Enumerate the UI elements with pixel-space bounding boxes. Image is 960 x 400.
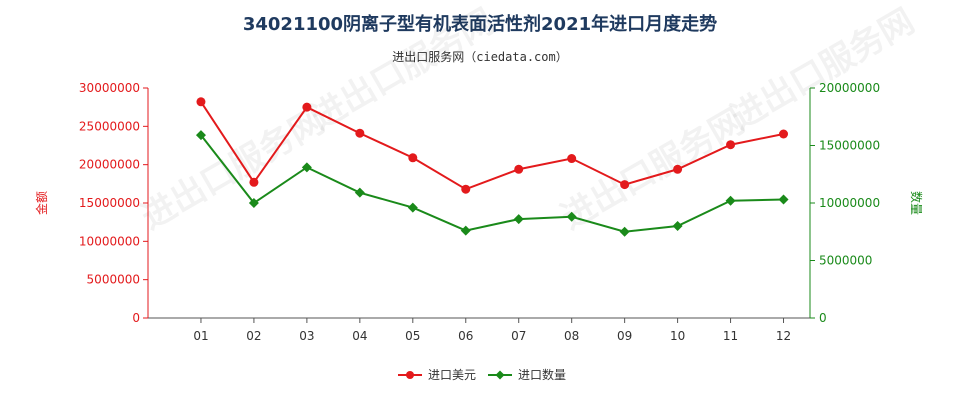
x-tick-label: 12	[776, 329, 791, 343]
data-point-amount	[355, 128, 365, 138]
legend-label: 进口美元	[428, 368, 476, 382]
data-point-amount	[620, 180, 630, 190]
x-tick-label: 07	[511, 329, 526, 343]
y-left-tick-label: 15000000	[79, 196, 140, 210]
x-tick-label: 04	[352, 329, 367, 343]
y-right-tick-label: 5000000	[819, 254, 872, 268]
data-point-amount	[196, 97, 206, 107]
y-right-axis-title: 数量	[909, 191, 924, 215]
data-point-quantity	[619, 226, 630, 237]
x-tick-label: 08	[564, 329, 579, 343]
data-point-quantity	[301, 162, 312, 173]
watermark-4: 进出口服务网	[725, 1, 922, 138]
x-tick-label: 03	[299, 329, 314, 343]
data-point-amount	[514, 164, 524, 174]
chart-subtitle: 进出口服务网（ciedata.com）	[392, 50, 568, 64]
y-right-tick-label: 15000000	[819, 139, 880, 153]
data-point-quantity	[354, 187, 365, 198]
x-tick-label: 05	[405, 329, 420, 343]
data-point-amount	[567, 154, 577, 164]
series-line-2	[200, 134, 784, 233]
y-right-tick-label: 10000000	[819, 196, 880, 210]
y-left-tick-label: 5000000	[87, 273, 140, 287]
x-tick-label: 09	[617, 329, 632, 343]
x-tick-label: 01	[193, 329, 208, 343]
y-left-tick-label: 30000000	[79, 81, 140, 95]
chart-title: 34021100阴离子型有机表面活性剂2021年进口月度走势	[242, 14, 718, 35]
x-tick-label: 02	[246, 329, 261, 343]
y-right-tick-label: 0	[819, 311, 827, 325]
data-point-quantity	[778, 194, 789, 205]
legend-label: 进口数量	[518, 367, 566, 382]
data-point-amount	[673, 164, 683, 174]
watermark-1: 进出口服务网	[135, 101, 332, 238]
data-point-quantity	[725, 195, 736, 206]
data-point-quantity	[513, 214, 524, 225]
data-point-amount	[302, 102, 312, 112]
legend-marker-amount	[406, 371, 414, 379]
data-point-quantity	[566, 211, 577, 222]
x-tick-label: 11	[723, 329, 738, 343]
data-point-quantity	[248, 198, 259, 208]
data-point-amount	[249, 177, 259, 187]
y-left-tick-label: 20000000	[79, 158, 140, 172]
x-tick-label: 10	[670, 329, 685, 343]
data-point-amount	[461, 184, 471, 194]
y-left-tick-label: 10000000	[79, 234, 140, 248]
x-tick-label: 06	[458, 329, 473, 343]
y-left-axis-title: 金额	[34, 191, 49, 215]
data-point-quantity	[407, 202, 418, 213]
data-point-quantity	[195, 130, 206, 141]
y-right-tick-label: 20000000	[819, 81, 880, 95]
data-point-amount	[726, 140, 736, 150]
data-point-amount	[779, 129, 789, 139]
y-left-tick-label: 25000000	[79, 119, 140, 133]
watermark-2: 进出口服务网	[555, 101, 752, 238]
data-point-amount	[408, 153, 418, 163]
data-point-quantity	[672, 221, 683, 231]
series-line-1	[200, 101, 784, 191]
watermark-3: 进出口服务网	[305, 1, 502, 138]
legend-marker-quantity	[495, 370, 505, 380]
data-point-quantity	[460, 225, 471, 236]
y-left-tick-label: 0	[132, 311, 140, 325]
